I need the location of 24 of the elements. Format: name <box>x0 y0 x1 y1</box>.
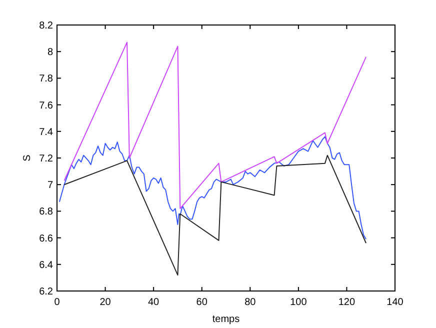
line-series <box>64 154 367 276</box>
y-tick-label: 7.6 <box>39 100 54 112</box>
x-tick-label: 60 <box>196 297 208 308</box>
x-axis-title: temps <box>212 314 240 325</box>
line-series <box>58 136 367 240</box>
y-tick-label: 8.2 <box>39 20 54 32</box>
x-tick-label: 140 <box>386 297 404 308</box>
y-tick-label: 6.4 <box>39 260 54 271</box>
y-tick-label: 6.6 <box>39 233 54 244</box>
y-tick-label: 8 <box>47 47 54 58</box>
y-tick-label: 7.8 <box>39 74 54 85</box>
line-series <box>64 42 367 210</box>
y-tick-label: 7 <box>47 180 54 192</box>
x-tick-label: 80 <box>244 297 256 308</box>
x-tick-label: 120 <box>338 297 356 308</box>
y-tick-label: 7.2 <box>39 154 54 164</box>
y-tick-label: 7.4 <box>39 126 54 138</box>
x-tick-label: 100 <box>290 297 308 308</box>
x-tick-label: 0 <box>54 297 60 308</box>
x-tick-label: 20 <box>100 297 112 308</box>
x-tick-label: 40 <box>148 297 160 308</box>
y-tick-label: 6.2 <box>39 286 54 298</box>
y-axis-title: S <box>22 154 33 162</box>
y-tick-label: 6.8 <box>39 206 54 218</box>
